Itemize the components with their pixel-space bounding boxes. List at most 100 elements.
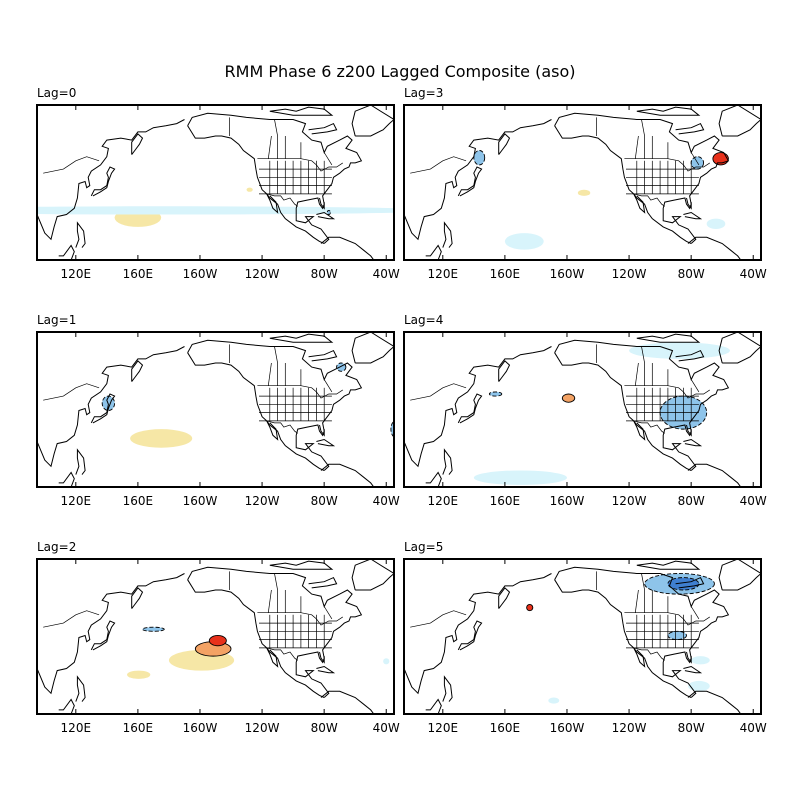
coastline xyxy=(404,346,552,468)
x-tick-label: 160W xyxy=(183,721,218,735)
negative-anomaly-region xyxy=(548,697,560,704)
political-border xyxy=(274,573,278,613)
negative-anomaly-region xyxy=(473,470,567,485)
coastline xyxy=(554,352,692,471)
coastline xyxy=(425,244,442,260)
political-border xyxy=(634,589,639,613)
map-background xyxy=(404,105,761,260)
coastline xyxy=(404,573,552,695)
coastline xyxy=(554,112,730,244)
negative-anomaly-region xyxy=(504,233,544,250)
political-border xyxy=(266,193,298,207)
coastline xyxy=(319,424,325,437)
panel-label: Lag=5 xyxy=(404,540,443,554)
coastline xyxy=(308,349,338,362)
positive-anomaly-region xyxy=(577,189,591,196)
political-border xyxy=(267,589,272,613)
negative-anomaly-region xyxy=(691,656,710,665)
x-tick-label: 160E xyxy=(123,721,154,735)
coastline xyxy=(308,122,338,135)
political-border xyxy=(274,346,278,386)
x-tick-label: 120E xyxy=(61,267,92,281)
negative-anomaly-region xyxy=(688,680,710,692)
x-tick-label: 160E xyxy=(490,267,521,281)
x-tick-label: 80W xyxy=(678,267,705,281)
positive-anomaly-region xyxy=(209,635,227,646)
political-border xyxy=(267,362,272,386)
x-tick-label: 120E xyxy=(428,721,459,735)
coastline xyxy=(319,651,325,664)
coastline xyxy=(351,559,394,591)
map-content xyxy=(404,559,761,714)
map-panel-lag0: Lag=0 120E 160E 160W 120W 80W 40W xyxy=(36,86,400,281)
x-tick-label: 160W xyxy=(550,721,585,735)
panel-label: Lag=2 xyxy=(37,540,76,554)
coastline xyxy=(498,587,511,609)
anomaly-contour xyxy=(142,626,165,632)
x-tick-label: 120E xyxy=(61,721,92,735)
coastline xyxy=(425,471,442,487)
coastline xyxy=(187,339,363,471)
coastline xyxy=(75,221,86,248)
coastline xyxy=(37,119,185,241)
anomaly-contour xyxy=(561,393,576,403)
x-tick-label: 120W xyxy=(612,494,647,508)
x-tick-label: 160E xyxy=(123,267,154,281)
map-frame xyxy=(36,104,395,261)
x-tick-label: 120W xyxy=(245,267,280,281)
anomaly-contour xyxy=(326,209,331,215)
coastline xyxy=(554,579,692,698)
positive-anomaly-region xyxy=(562,394,575,403)
x-tick-label: 80W xyxy=(678,721,705,735)
x-tick-label: 80W xyxy=(311,721,338,735)
negative-anomaly-region xyxy=(706,218,726,229)
x-tick-label: 40W xyxy=(740,267,767,281)
map-frame xyxy=(36,331,395,488)
x-tick-label: 40W xyxy=(373,494,400,508)
coastline xyxy=(554,339,730,471)
map-panel-lag4: Lag=4 120E 160E 160W 120W 80W 40W xyxy=(403,313,767,508)
coastline xyxy=(687,463,742,487)
political-border xyxy=(274,119,278,159)
political-border xyxy=(690,606,700,620)
anomaly-contour xyxy=(712,152,729,166)
coastline xyxy=(686,197,692,210)
political-border xyxy=(257,612,343,626)
coastline xyxy=(90,620,116,651)
map-content xyxy=(37,332,394,487)
figure-title: RMM Phase 6 z200 Lagged Composite (aso) xyxy=(225,62,576,81)
x-tick-label: 40W xyxy=(373,721,400,735)
x-tick-label: 80W xyxy=(678,494,705,508)
map-frame xyxy=(403,331,762,488)
political-border xyxy=(641,119,645,159)
political-border xyxy=(410,383,467,401)
coastline xyxy=(633,193,646,214)
coastline xyxy=(37,573,185,695)
x-tick-label: 160E xyxy=(490,494,521,508)
coastline xyxy=(687,236,742,260)
map-content xyxy=(37,105,394,260)
anomaly-contour xyxy=(488,391,503,397)
coastline xyxy=(187,125,325,244)
negative-anomaly-region xyxy=(37,206,394,215)
political-border xyxy=(690,152,700,166)
coastline xyxy=(37,346,185,468)
political-border xyxy=(323,606,333,620)
positive-anomaly-region xyxy=(526,604,533,611)
coastline xyxy=(442,675,453,702)
political-border xyxy=(323,379,333,393)
coastline xyxy=(425,698,442,714)
coastline xyxy=(351,105,394,137)
panel-grid: Lag=0 120E 160E 160W 120W 80W 40W Lag=3 120E 160E… xyxy=(36,86,767,735)
coastline xyxy=(131,587,144,609)
coastline xyxy=(457,393,483,424)
coastline xyxy=(442,448,453,475)
map-panel-lag3: Lag=3 120E 160E 160W 120W 80W 40W xyxy=(403,86,767,281)
coastline xyxy=(457,166,483,197)
negative-anomaly-region xyxy=(142,627,165,632)
negative-anomaly-region xyxy=(667,631,687,640)
coastline xyxy=(131,133,144,155)
coastline xyxy=(718,332,761,364)
coastline xyxy=(683,211,703,220)
x-tick-label: 40W xyxy=(740,721,767,735)
